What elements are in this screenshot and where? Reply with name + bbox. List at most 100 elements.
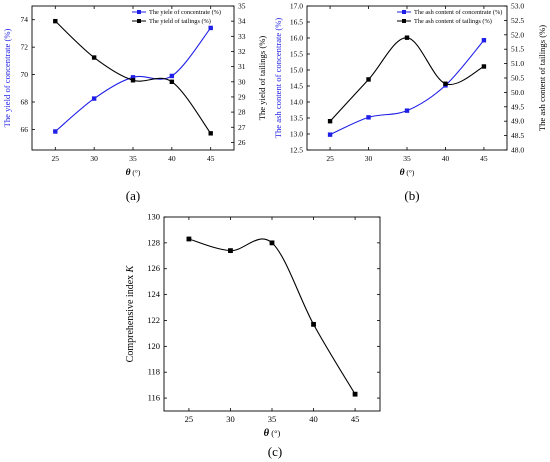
plot-frame [306, 5, 508, 151]
x-tick-label: 45 [351, 414, 360, 424]
y-left-tick-label: 66 [21, 125, 29, 134]
data-point [481, 64, 487, 69]
legend-label: The ash content of concentrate (%) [414, 9, 502, 16]
y-right-tick-label: 48.5 [511, 131, 524, 140]
legend-marker [137, 19, 141, 23]
y-tick-label: 116 [148, 393, 160, 403]
series-line-k [188, 238, 356, 395]
x-tick-label: 40 [168, 154, 176, 163]
y-axis-label-symbol: K [125, 264, 136, 273]
legend-marker [402, 10, 406, 14]
data-point [186, 236, 192, 242]
y-left-tick-label: 15.0 [290, 66, 303, 75]
data-point [366, 77, 371, 82]
y-left-tick-label: 17.0 [290, 2, 303, 11]
x-tick-label: 35 [268, 414, 277, 424]
y-right-tick-label: 51.5 [511, 45, 524, 54]
y-right-tick-label: 30 [238, 77, 246, 86]
y-right-tick-label: 50.0 [511, 88, 524, 97]
x-axis-label: θ (°) [264, 428, 281, 439]
legend-label: The yield of tailings (%) [149, 18, 211, 25]
y-right-tick-label: 33 [238, 32, 246, 41]
y-right-tick-label: 26 [238, 138, 246, 147]
x-tick-label: 25 [52, 154, 60, 163]
y-right-tick-label: 29 [238, 92, 246, 101]
y-right-tick-label: 31 [238, 62, 246, 71]
y-right-tick-label: 52.5 [511, 16, 524, 25]
data-point [53, 129, 58, 134]
y-right-tick-label: 49.5 [511, 102, 524, 111]
y-left-tick-label: 74 [21, 15, 29, 24]
y-right-tick-label: 32 [238, 47, 246, 56]
y-tick-label: 118 [148, 367, 160, 377]
data-point [327, 132, 333, 137]
y-left-axis-label: The ash content of concentrate (%) [273, 18, 283, 139]
legend-label: The yiele of concentrate (%) [149, 9, 221, 16]
y-tick-label: 124 [147, 289, 161, 299]
panel-b-label: (b) [404, 188, 419, 203]
panel-c-label: (c) [268, 444, 282, 459]
y-right-tick-label: 35 [238, 2, 246, 11]
legend-marker [137, 10, 141, 14]
x-tick-label: 35 [403, 154, 411, 163]
y-left-tick-label: 16.0 [290, 34, 303, 43]
x-tick-label: 25 [326, 154, 334, 163]
y-left-tick-label: 72 [21, 43, 29, 52]
y-right-tick-label: 52.0 [511, 30, 524, 39]
y-right-axis-label: The ash content of tailings (%) [537, 25, 547, 131]
data-point [169, 73, 175, 79]
panel-c-chart: 25 30 35 40 45 θ (°) 116 118 120 122 124 126 128 130 C… [125, 212, 381, 439]
y-right-tick-label: 51.0 [511, 59, 524, 68]
y-left-tick-label: 70 [21, 70, 29, 79]
x-tick-label: 30 [90, 154, 98, 163]
x-tick-label: 30 [226, 414, 235, 424]
y-right-axis-label: The yield of tailings (%) [257, 36, 267, 121]
x-axis-label: θ (°) [400, 168, 415, 178]
data-point [481, 38, 487, 43]
y-left-tick-label: 68 [21, 98, 29, 107]
y-tick-label: 128 [147, 237, 160, 247]
y-left-tick-label: 16.5 [290, 18, 303, 27]
x-tick-label: 35 [129, 154, 137, 163]
data-point [228, 248, 233, 254]
y-tick-label: 126 [147, 263, 160, 273]
y-left-tick-label: 14.5 [290, 82, 303, 91]
data-point [269, 240, 275, 246]
panel-a-label: (a) [126, 188, 140, 203]
legend-marker [402, 19, 406, 23]
x-tick-label: 40 [309, 414, 318, 424]
y-left-tick-label: 15.5 [290, 50, 303, 59]
y-right-tick-label: 34 [238, 17, 246, 26]
panel-a-chart: 25 30 35 40 45 θ (°) 66 68 70 72 74 26 27 28 29 30 31 32 3… [2, 2, 267, 179]
y-left-tick-label: 13.0 [290, 130, 303, 139]
y-left-tick-label: 14.0 [290, 98, 303, 107]
y-tick-label: 130 [147, 212, 160, 222]
data-point [130, 75, 136, 80]
x-tick-label: 40 [442, 154, 450, 163]
y-left-axis-label: The yield of concentrate (%) [2, 28, 12, 127]
y-tick-label: 120 [147, 341, 160, 351]
data-point [366, 115, 371, 120]
x-tick-label: 30 [365, 154, 373, 163]
y-right-tick-label: 27 [238, 123, 246, 132]
data-point [404, 108, 410, 113]
legend-label: The ash content of tailings (%) [414, 18, 492, 25]
data-point [53, 18, 58, 24]
x-axis-label: θ (°) [126, 168, 141, 178]
x-tick-label: 25 [185, 414, 194, 424]
data-point [404, 35, 410, 40]
data-point [311, 321, 316, 327]
data-point [130, 78, 136, 83]
x-axis-unit: (°) [131, 168, 141, 177]
y-tick-label: 122 [147, 315, 160, 325]
y-left-tick-label: 12.5 [290, 146, 303, 155]
data-point [208, 131, 213, 136]
data-point [91, 55, 97, 60]
y-right-tick-label: 28 [238, 108, 246, 117]
x-axis-symbol: θ [126, 168, 131, 178]
y-right-tick-label: 50.5 [511, 74, 524, 83]
y-right-tick-label: 49.0 [511, 117, 524, 126]
x-tick-label: 45 [480, 154, 488, 163]
y-axis-label: Comprehensive index K [125, 264, 136, 362]
